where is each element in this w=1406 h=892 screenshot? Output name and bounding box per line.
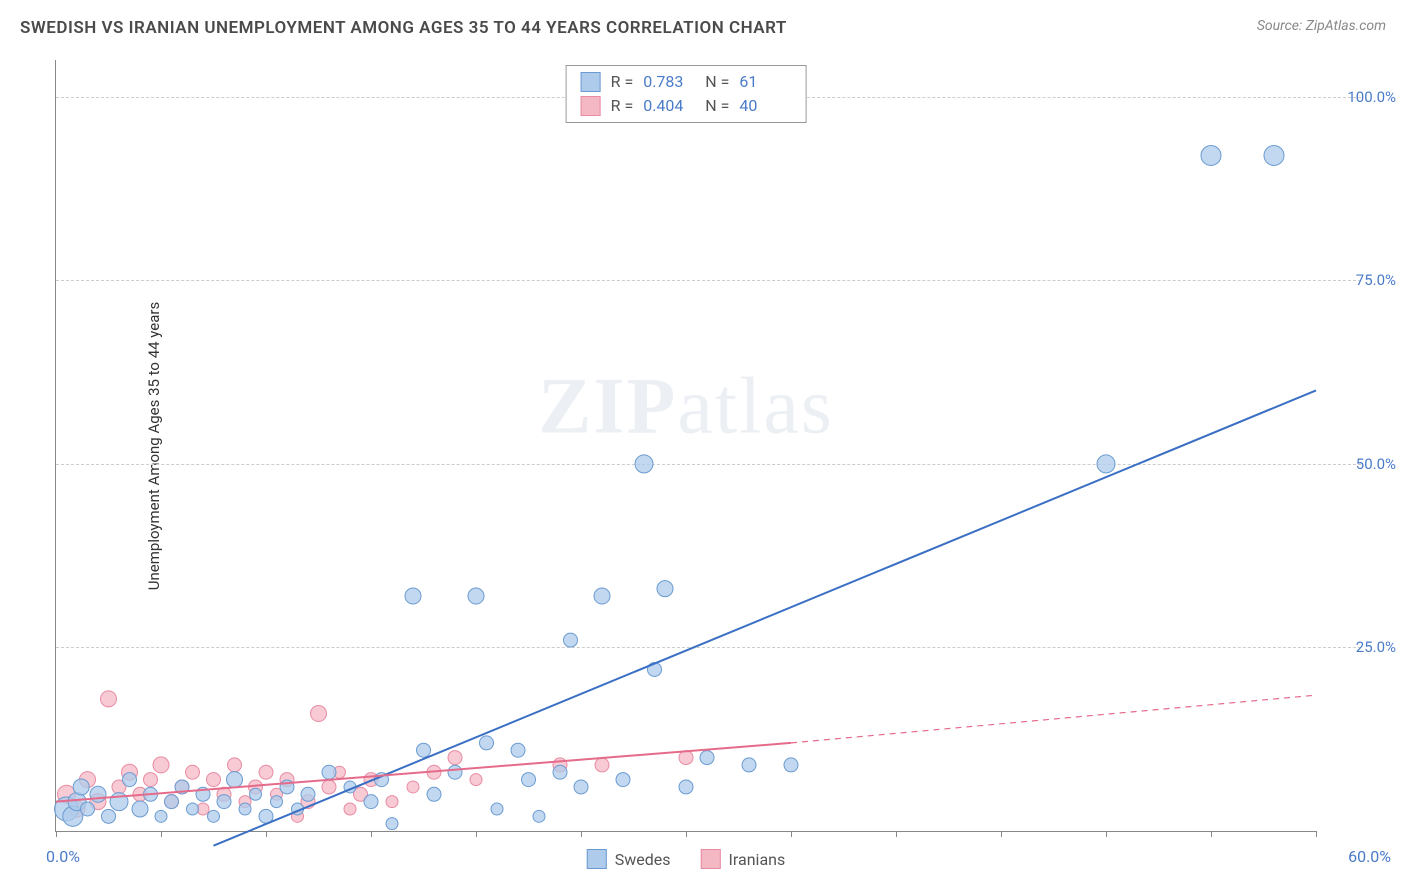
swedes-point [250, 788, 262, 800]
x-axis-max-label: 60.0% [1348, 847, 1391, 866]
swedes-point [155, 810, 167, 822]
x-tick [266, 831, 267, 837]
swedes-point [364, 795, 378, 809]
iranians-point [259, 765, 273, 779]
swedes-point [217, 795, 231, 809]
swedes-point [90, 786, 106, 802]
swedes-legend-swatch-icon [587, 849, 607, 869]
x-tick [791, 831, 792, 837]
swedes-point [73, 779, 89, 795]
x-tick [581, 831, 582, 837]
iranians-legend-swatch-icon [701, 849, 721, 869]
swedes-point [227, 772, 243, 788]
swedes-point [386, 818, 398, 830]
x-tick [896, 831, 897, 837]
iranians-point [407, 781, 419, 793]
swedes-point [405, 588, 421, 604]
swedes-point [165, 795, 179, 809]
iranians-point [311, 706, 327, 722]
swedes-point [616, 773, 630, 787]
legend-item-iranians: Iranians [701, 849, 786, 869]
x-tick [1001, 831, 1002, 837]
iranians-point [153, 757, 169, 773]
y-tick-label: 100.0% [1347, 88, 1396, 106]
swedes-point [81, 802, 95, 816]
swedes-point [700, 751, 714, 765]
source-attribution: Source: ZipAtlas.com [1257, 18, 1386, 34]
iranians-point [344, 803, 356, 815]
swedes-point [574, 780, 588, 794]
iranians-point [186, 765, 200, 779]
iranians-point [448, 751, 462, 765]
y-tick-label: 75.0% [1356, 271, 1396, 289]
chart-container: SWEDISH VS IRANIAN UNEMPLOYMENT AMONG AG… [0, 0, 1406, 892]
swedes-point [102, 809, 116, 823]
y-tick-label: 25.0% [1356, 638, 1396, 656]
iranians-point [101, 691, 117, 707]
scatter-plot-svg [56, 60, 1316, 831]
x-tick [371, 831, 372, 837]
iranians-point [144, 773, 158, 787]
iranians-point [322, 780, 336, 794]
swedes-point [301, 787, 315, 801]
swedes-point [522, 773, 536, 787]
swedes-point [1201, 145, 1221, 165]
swedes-point [208, 810, 220, 822]
swedes-point [784, 758, 798, 772]
swedes-point [468, 588, 484, 604]
swedes-point [1097, 455, 1115, 473]
swedes-point [657, 581, 673, 597]
swedes-point [239, 803, 251, 815]
iranians-point [595, 758, 609, 772]
x-tick [1211, 831, 1212, 837]
y-tick-label: 50.0% [1356, 455, 1396, 473]
swedes-point [564, 633, 578, 647]
swedes-point [635, 455, 653, 473]
iranians-point [470, 774, 482, 786]
chart-title: SWEDISH VS IRANIAN UNEMPLOYMENT AMONG AG… [20, 18, 787, 38]
swedes-point [511, 743, 525, 757]
legend-item-swedes: Swedes [587, 849, 671, 869]
legend-label-iranians: Iranians [729, 850, 786, 869]
swedes-point [480, 736, 494, 750]
swedes-point [132, 801, 148, 817]
swedes-point [187, 803, 199, 815]
x-tick [161, 831, 162, 837]
swedes-point [679, 780, 693, 794]
swedes-point [533, 810, 545, 822]
swedes-point [448, 765, 462, 779]
swedes-point [553, 765, 567, 779]
swedes-point [1264, 145, 1284, 165]
x-tick [56, 831, 57, 837]
swedes-point [123, 773, 137, 787]
swedes-point [271, 796, 283, 808]
iranians-point [386, 796, 398, 808]
swedes-point [427, 787, 441, 801]
plot-area: ZIPatlas 25.0%50.0%75.0%100.0% 0.0% 60.0… [55, 60, 1316, 832]
swedes-point [491, 803, 503, 815]
x-tick [686, 831, 687, 837]
x-tick [1316, 831, 1317, 837]
legend-label-swedes: Swedes [615, 850, 671, 869]
swedes-point [594, 588, 610, 604]
iranians-trendline-extrapolated [791, 695, 1316, 743]
swedes-trendline [214, 390, 1317, 845]
swedes-point [417, 743, 431, 757]
x-axis-min-label: 0.0% [46, 847, 80, 866]
iranians-point [207, 773, 221, 787]
swedes-point [742, 758, 756, 772]
x-tick [476, 831, 477, 837]
iranians-point [228, 758, 242, 772]
swedes-point [322, 765, 336, 779]
bottom-legend: Swedes Iranians [587, 849, 785, 869]
x-tick [1106, 831, 1107, 837]
